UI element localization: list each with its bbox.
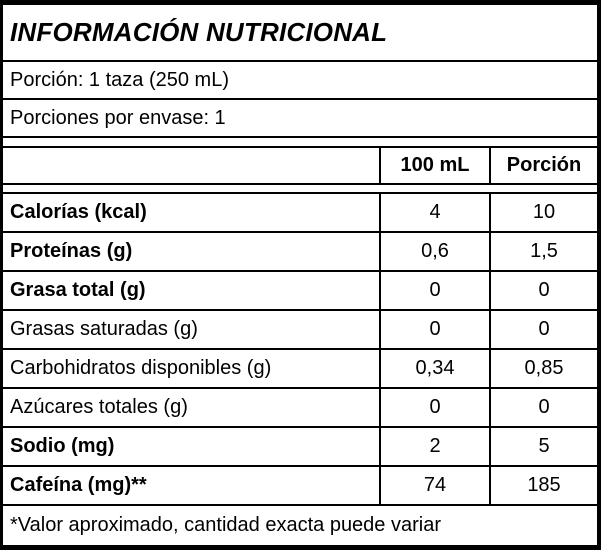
- nutrient-value-100ml: 0,34: [379, 350, 489, 387]
- column-header-per-100ml: 100 mL: [379, 148, 489, 183]
- nutrient-value-100ml: 0: [379, 272, 489, 309]
- spacer-band: [3, 185, 597, 194]
- nutrient-value-portion: 0: [489, 389, 597, 426]
- nutrient-label: Calorías (kcal): [10, 201, 147, 223]
- nutrient-value-portion: 0: [489, 311, 597, 348]
- nutrient-value-portion: 10: [489, 194, 597, 231]
- table-row-azucares: Azúcares totales (g) 0 0: [3, 389, 597, 428]
- footnote: *Valor aproximado, cantidad exacta puede…: [10, 514, 441, 536]
- table-row-cafeina: Cafeína (mg)** 74 185: [3, 467, 597, 506]
- nutrient-label: Sodio (mg): [10, 435, 115, 457]
- nutrient-value-portion: 185: [489, 467, 597, 504]
- spacer-band: [3, 138, 597, 148]
- nutrient-label: Proteínas (g): [10, 240, 133, 262]
- nutrient-label: Cafeína (mg)**: [10, 474, 147, 496]
- serving-size-row: Porción: 1 taza (250 mL): [3, 62, 597, 100]
- nutrition-title: INFORMACIÓN NUTRICIONAL: [3, 5, 597, 62]
- servings-per-container-row: Porciones por envase: 1: [3, 100, 597, 138]
- nutrient-value-100ml: 0: [379, 389, 489, 426]
- nutrient-value-portion: 0,85: [489, 350, 597, 387]
- nutrient-value-100ml: 0: [379, 311, 489, 348]
- nutrient-value-100ml: 4: [379, 194, 489, 231]
- nutrient-label: Azúcares totales (g): [10, 396, 188, 418]
- nutrient-value-100ml: 74: [379, 467, 489, 504]
- table-row-sodio: Sodio (mg) 2 5: [3, 428, 597, 467]
- column-header-blank: [3, 148, 379, 183]
- nutrient-value-portion: 0: [489, 272, 597, 309]
- nutrient-label: Grasa total (g): [10, 279, 146, 301]
- column-header-per-portion: Porción: [489, 148, 597, 183]
- table-row-grasas-saturadas: Grasas saturadas (g) 0 0: [3, 311, 597, 350]
- nutrient-label: Grasas saturadas (g): [10, 318, 198, 340]
- nutrient-label: Carbohidratos disponibles (g): [10, 357, 272, 379]
- nutrient-value-portion: 5: [489, 428, 597, 465]
- nutrient-value-100ml: 0,6: [379, 233, 489, 270]
- table-row-grasa-total: Grasa total (g) 0 0: [3, 272, 597, 311]
- table-row-carbohidratos: Carbohidratos disponibles (g) 0,34 0,85: [3, 350, 597, 389]
- table-row-calorias: Calorías (kcal) 4 10: [3, 194, 597, 233]
- column-header-row: 100 mL Porción: [3, 148, 597, 185]
- nutrient-value-100ml: 2: [379, 428, 489, 465]
- table-row-proteinas: Proteínas (g) 0,6 1,5: [3, 233, 597, 272]
- nutrient-value-portion: 1,5: [489, 233, 597, 270]
